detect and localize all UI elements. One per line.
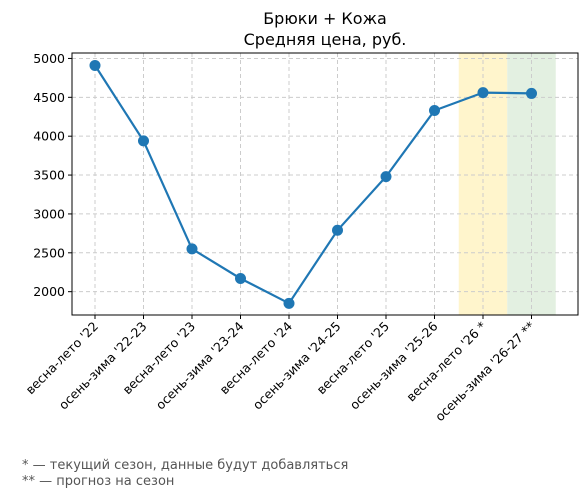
y-tick-label: 2000 bbox=[33, 284, 65, 299]
y-tick-label: 3500 bbox=[33, 168, 65, 183]
series-layer bbox=[89, 59, 537, 309]
data-point bbox=[235, 272, 246, 284]
footnote-current-season: * — текущий сезон, данные будут добавлят… bbox=[22, 458, 348, 473]
y-axis: 2000 2500 3000 3500 4000 4500 5000 bbox=[33, 51, 72, 299]
data-point bbox=[477, 87, 489, 99]
data-point bbox=[380, 171, 392, 183]
grid bbox=[72, 53, 578, 315]
y-tick-label: 4000 bbox=[33, 129, 65, 144]
y-tick-label: 2500 bbox=[33, 245, 65, 260]
series-line bbox=[94, 64, 532, 305]
y-tick-label: 4500 bbox=[33, 90, 65, 105]
y-tick-label: 3000 bbox=[33, 206, 65, 221]
footnote-forecast: ** — прогноз на сезон bbox=[22, 474, 174, 489]
x-tick-label: осень-зима '22-23 bbox=[56, 319, 150, 413]
x-tick-label: осень-зима '26-27 ** bbox=[432, 319, 538, 425]
data-point bbox=[89, 59, 101, 71]
chart-subtitle: Средняя цена, руб. bbox=[244, 30, 407, 49]
data-point bbox=[332, 224, 343, 236]
data-point bbox=[429, 105, 440, 117]
plot-frame bbox=[71, 52, 579, 316]
x-tick-label: осень-зима '25-26 bbox=[347, 318, 441, 412]
x-tick-label: осень-зима '23-24 bbox=[153, 318, 247, 412]
y-tick-label: 5000 bbox=[33, 51, 65, 66]
data-point bbox=[138, 135, 149, 147]
data-point bbox=[186, 243, 198, 255]
data-point bbox=[526, 87, 537, 99]
x-tick-label: осень-зима '24-25 bbox=[250, 319, 344, 413]
data-point bbox=[283, 297, 295, 309]
chart-title: Брюки + Кожа bbox=[263, 9, 387, 28]
